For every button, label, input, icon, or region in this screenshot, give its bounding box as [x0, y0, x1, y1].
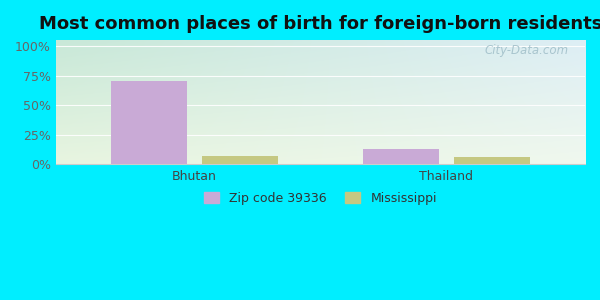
Bar — [202, 156, 278, 164]
Bar — [454, 157, 530, 164]
Bar — [363, 149, 439, 164]
Bar — [111, 82, 187, 164]
Title: Most common places of birth for foreign-born residents: Most common places of birth for foreign-… — [38, 15, 600, 33]
Text: City-Data.com: City-Data.com — [485, 44, 569, 57]
Legend: Zip code 39336, Mississippi: Zip code 39336, Mississippi — [199, 187, 442, 210]
